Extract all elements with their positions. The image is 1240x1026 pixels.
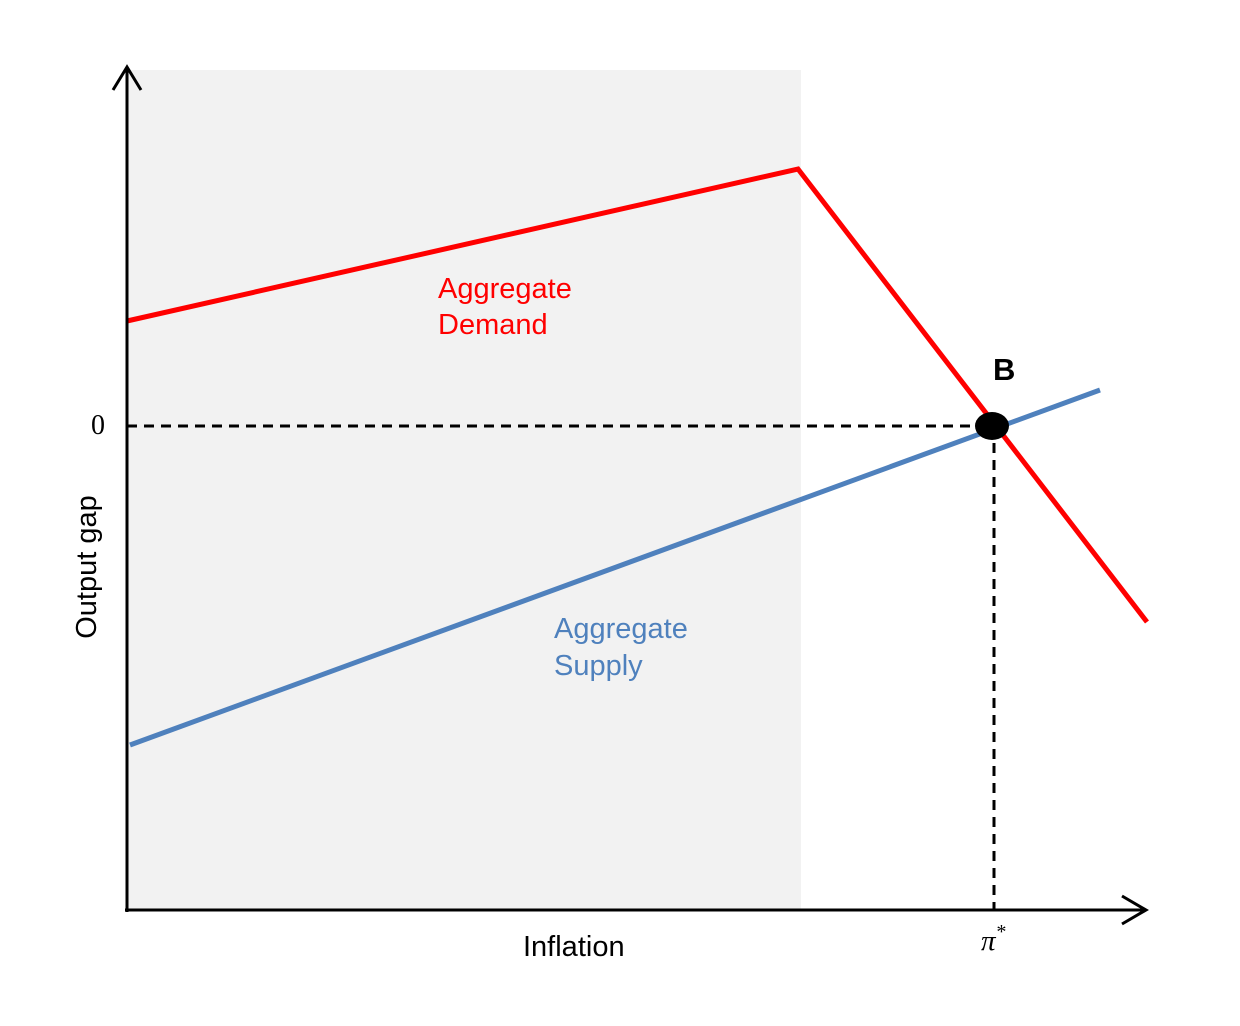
aggregate-supply-curve: [129, 387, 1101, 748]
equilibrium-point-b: [975, 412, 1009, 440]
point-b-label: B: [993, 352, 1015, 387]
y-tick-zero: 0: [91, 410, 105, 441]
shaded-region: [127, 70, 801, 910]
x-axis-arrowhead: [1121, 894, 1149, 926]
star-superscript: *: [996, 921, 1006, 943]
aggregate-supply-label-line2: Supply: [554, 650, 643, 682]
x-axis-label: Inflation: [523, 931, 625, 963]
y-axis-arrowhead: [111, 64, 143, 91]
y-axis-label: Output gap: [71, 495, 103, 639]
aggregate-demand-label-line1: Aggregate: [438, 273, 572, 305]
aggregate-demand-label-line2: Demand: [438, 309, 548, 341]
aggregate-supply-label-line1: Aggregate: [554, 613, 688, 645]
pi-symbol: π: [981, 925, 997, 957]
x-tick-target-inflation: π*: [981, 921, 1006, 957]
aggregate-demand-curve: [126, 166, 1149, 624]
